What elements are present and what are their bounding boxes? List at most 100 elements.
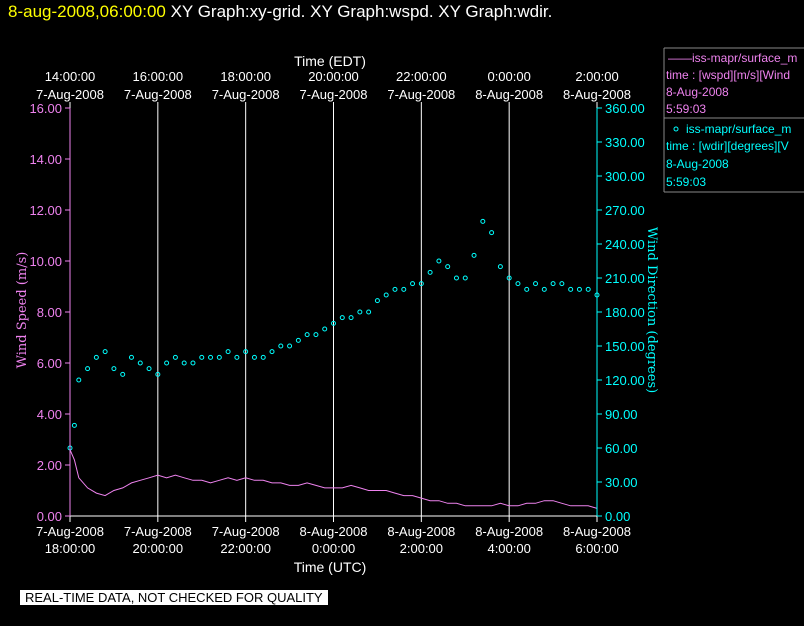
wind-direction-point <box>462 275 468 281</box>
legend-dir-time: 5:59:03 <box>666 175 706 189</box>
wind-direction-point <box>568 286 574 292</box>
wind-direction-point <box>357 309 363 315</box>
legend: ——iss-mapr/surface_m time : [wspd][m/s][… <box>663 47 804 193</box>
wind-direction-point <box>471 252 477 258</box>
wind-direction-point <box>155 371 161 377</box>
legend-dir-date: 8-Aug-2008 <box>666 157 729 171</box>
x-tick-label: 8-Aug-2008 <box>475 524 543 539</box>
legend-speed-name: ——iss-mapr/surface_m <box>668 51 797 65</box>
wind-direction-point <box>234 354 240 360</box>
y-right-tick-label: 60.00 <box>605 441 638 456</box>
wind-direction-point <box>418 281 424 287</box>
wind-direction-point <box>287 343 293 349</box>
x-tick-label: 6:00:00 <box>575 541 618 556</box>
y-right-tick-label: 150.00 <box>605 339 645 354</box>
wind-direction-point <box>541 286 547 292</box>
wind-direction-point <box>497 264 503 270</box>
legend-speed-time: 5:59:03 <box>666 102 706 116</box>
wind-direction-point <box>524 286 530 292</box>
x-top-tick-label: 7-Aug-2008 <box>300 87 368 102</box>
wind-direction-point <box>401 286 407 292</box>
x-tick-label: 22:00:00 <box>220 541 271 556</box>
wind-direction-point <box>278 343 284 349</box>
top-axis-title: Time (EDT) <box>294 53 366 69</box>
y-right-tick-label: 330.00 <box>605 135 645 150</box>
grid <box>157 108 510 516</box>
x-tick-label: 8-Aug-2008 <box>387 524 455 539</box>
wind-direction-point <box>453 275 459 281</box>
y-right-tick-label: 0.00 <box>605 509 630 524</box>
x-tick-label: 8-Aug-2008 <box>563 524 631 539</box>
legend-speed-field: time : [wspd][m/s][Wind <box>666 68 790 82</box>
x-tick-label: 8-Aug-2008 <box>300 524 368 539</box>
wind-direction-point <box>304 332 310 338</box>
wind-direction-point <box>295 337 301 343</box>
y-left-tick-label: 6.00 <box>37 356 62 371</box>
y-right-tick-label: 180.00 <box>605 305 645 320</box>
y-right-tick-label: 120.00 <box>605 373 645 388</box>
quality-disclaimer: REAL-TIME DATA, NOT CHECKED FOR QUALITY <box>20 590 328 605</box>
wind-direction-point <box>436 258 442 264</box>
wind-direction-point <box>199 354 205 360</box>
y-left-tick-label: 16.00 <box>29 101 62 116</box>
wind-direction-point <box>533 281 539 287</box>
x-tick-label: 2:00:00 <box>400 541 443 556</box>
wind-direction-point <box>506 275 512 281</box>
wind-direction-point <box>85 366 91 372</box>
legend-speed-date: 8-Aug-2008 <box>666 85 729 99</box>
x-tick-label: 20:00:00 <box>133 541 184 556</box>
y-right-tick-label: 210.00 <box>605 271 645 286</box>
y-right-tick-label: 270.00 <box>605 203 645 218</box>
wind-speed-line <box>69 449 598 509</box>
y-left-tick-label: 14.00 <box>29 152 62 167</box>
wind-direction-point <box>120 371 126 377</box>
wind-direction-point <box>515 281 521 287</box>
wind-direction-point <box>128 354 134 360</box>
wind-direction-point <box>313 332 319 338</box>
wind-direction-point <box>164 360 170 366</box>
x-top-tick-label: 7-Aug-2008 <box>212 87 280 102</box>
y-right-tick-label: 360.00 <box>605 101 645 116</box>
wind-direction-point <box>208 354 214 360</box>
y-left-tick-label: 8.00 <box>37 305 62 320</box>
wind-direction-point <box>243 349 249 355</box>
wind-direction-point <box>216 354 222 360</box>
y-right-tick-label: 300.00 <box>605 169 645 184</box>
wind-direction-point <box>383 292 389 298</box>
x-top-tick-label: 8-Aug-2008 <box>475 87 543 102</box>
bottom-axis-title: Time (UTC) <box>294 559 367 575</box>
x-top-tick-label: 7-Aug-2008 <box>387 87 455 102</box>
wind-direction-point <box>339 315 345 321</box>
wind-direction-point <box>172 354 178 360</box>
wind-direction-point <box>576 286 582 292</box>
x-top-tick-label: 2:00:00 <box>575 69 618 84</box>
x-tick-label: 4:00:00 <box>487 541 530 556</box>
wind-direction-point <box>489 230 495 236</box>
x-tick-label: 7-Aug-2008 <box>124 524 192 539</box>
x-tick-label: 18:00:00 <box>45 541 96 556</box>
wind-direction-point <box>225 349 231 355</box>
wind-direction-point <box>550 281 556 287</box>
y-right-tick-label: 30.00 <box>605 475 638 490</box>
right-axis-title: Wind Direction (degrees) <box>644 227 659 393</box>
wind-direction-series <box>67 218 600 451</box>
x-tick-label: 7-Aug-2008 <box>36 524 104 539</box>
x-tick-label: 7-Aug-2008 <box>212 524 280 539</box>
wind-direction-point <box>348 315 354 321</box>
wind-direction-point <box>585 286 591 292</box>
wind-direction-point <box>260 354 266 360</box>
wind-direction-point <box>251 354 257 360</box>
wind-direction-point <box>559 281 565 287</box>
wind-speed-series <box>69 449 598 509</box>
y-right-tick-label: 240.00 <box>605 237 645 252</box>
wind-direction-point <box>146 366 152 372</box>
x-top-tick-label: 7-Aug-2008 <box>36 87 104 102</box>
y-left-tick-label: 12.00 <box>29 203 62 218</box>
graph-list: XY Graph:xy-grid. XY Graph:wspd. XY Grap… <box>170 2 553 21</box>
wind-direction-point <box>269 349 275 355</box>
wind-direction-point <box>322 326 328 332</box>
window-title: 8-aug-2008,06:00:00 XY Graph:xy-grid. XY… <box>8 2 552 22</box>
wind-direction-point <box>445 264 451 270</box>
wind-direction-point <box>374 298 380 304</box>
